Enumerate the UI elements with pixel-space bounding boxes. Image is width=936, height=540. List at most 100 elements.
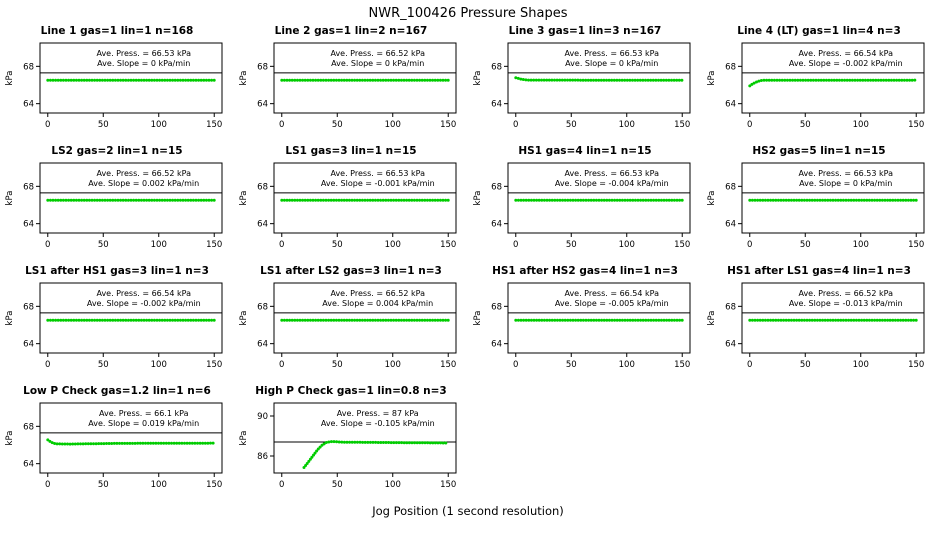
panel-title: HS1 after HS2 gas=4 lin=1 n=3 [492, 265, 678, 277]
y-tick-label: 90 [257, 412, 268, 422]
plot-panel: LS1 after HS1 gas=3 lin=1 n=3 0 50 100 150 64… [0, 264, 234, 384]
panel-plot: 0 50 100 150 64 68 kPa Ave. Press. = 66.54 kPaA… [473, 282, 691, 370]
x-tick-label: 50 [800, 360, 811, 370]
panel-title: HS1 gas=4 lin=1 n=15 [518, 145, 652, 157]
y-axis-label: kPa [5, 71, 15, 86]
x-tick-label: 0 [513, 240, 518, 250]
panel-title: LS1 after HS1 gas=3 lin=1 n=3 [25, 265, 209, 277]
data-series [280, 198, 450, 202]
annotation-ave-slope: Ave. Slope = 0.019 kPa/min [88, 419, 199, 428]
y-tick-label: 64 [491, 100, 502, 110]
plot-panel: High P Check gas=1 lin=0.8 n=3 0 50 100 150 8… [234, 384, 468, 504]
annotation-ave-press: Ave. Press. = 66.53 kPa [330, 169, 425, 178]
y-axis-label: kPa [239, 71, 249, 86]
panel-title: Line 2 gas=1 lin=2 n=167 [274, 25, 428, 37]
data-series [514, 76, 684, 82]
y-tick-label: 68 [491, 182, 502, 192]
panel-title: LS1 gas=3 lin=1 n=15 [285, 145, 417, 157]
x-tick-label: 0 [279, 120, 284, 130]
plot-box [507, 162, 691, 234]
panel-plot: 0 50 100 150 64 68 kPa Ave. Press. = 66.53 kPaA… [5, 42, 223, 130]
y-tick-label: 68 [257, 62, 268, 72]
x-tick-label: 100 [619, 360, 635, 370]
x-tick-label: 50 [98, 360, 109, 370]
panel-plot: 0 50 100 150 86 90 kPa Ave. Press. = 87 kPaAve.… [239, 402, 457, 490]
y-tick-label: 68 [23, 302, 34, 312]
y-axis-label: kPa [239, 191, 249, 206]
y-tick-label: 64 [23, 340, 34, 350]
x-tick-label: 50 [566, 360, 577, 370]
x-tick-label: 50 [566, 120, 577, 130]
annotation-ave-press: Ave. Press. = 66.52 kPa [330, 289, 425, 298]
x-tick-label: 100 [853, 240, 869, 250]
data-series [748, 78, 917, 88]
plot-box [741, 162, 925, 234]
y-tick-label: 68 [257, 302, 268, 312]
panel-plot: 0 50 100 150 64 68 kPa Ave. Press. = 66.54 kPaA… [5, 282, 223, 370]
x-tick-label: 0 [45, 120, 50, 130]
annotation-ave-press: Ave. Press. = 66.54 kPa [798, 49, 893, 58]
y-tick-label: 68 [23, 422, 34, 432]
x-tick-label: 100 [151, 360, 167, 370]
y-axis-label: kPa [473, 191, 483, 206]
x-tick-label: 50 [98, 240, 109, 250]
y-axis-label: kPa [707, 191, 717, 206]
x-tick-label: 150 [674, 120, 690, 130]
y-tick-label: 68 [491, 302, 502, 312]
x-tick-label: 0 [279, 240, 284, 250]
y-tick-label: 64 [725, 220, 736, 230]
x-tick-label: 150 [674, 240, 690, 250]
y-tick-label: 68 [725, 62, 736, 72]
x-tick-label: 100 [151, 120, 167, 130]
panel-plot: 0 50 100 150 64 68 kPa Ave. Press. = 66.54 kPaA… [707, 42, 925, 130]
panel-title: Line 1 gas=1 lin=1 n=168 [40, 25, 194, 37]
panel-plot: 0 50 100 150 64 68 kPa Ave. Press. = 66.52 kPaA… [239, 282, 457, 370]
y-tick-label: 64 [257, 340, 268, 350]
data-series [280, 78, 450, 82]
x-tick-label: 150 [440, 120, 456, 130]
plot-box [39, 402, 223, 474]
x-tick-label: 0 [513, 360, 518, 370]
x-tick-label: 100 [385, 480, 401, 490]
x-tick-label: 150 [440, 480, 456, 490]
plot-box [273, 282, 457, 354]
x-tick-label: 150 [206, 240, 222, 250]
annotation-ave-press: Ave. Press. = 66.52 kPa [330, 49, 425, 58]
panel-plot: 0 50 100 150 64 68 kPa Ave. Press. = 66.52 kPaA… [5, 162, 223, 250]
plot-box [507, 42, 691, 114]
plot-box [741, 42, 925, 114]
x-tick-label: 50 [98, 120, 109, 130]
plot-box [39, 282, 223, 354]
plot-panel: LS1 after LS2 gas=3 lin=1 n=3 0 50 100 150 64… [234, 264, 468, 384]
annotation-ave-slope: Ave. Slope = 0 kPa/min [331, 59, 424, 68]
x-tick-label: 0 [747, 240, 752, 250]
data-series [748, 198, 918, 202]
plot-panel: HS1 after HS2 gas=4 lin=1 n=3 0 50 100 150 64… [468, 264, 702, 384]
annotation-ave-slope: Ave. Slope = -0.002 kPa/min [87, 299, 201, 308]
y-tick-label: 64 [725, 340, 736, 350]
x-tick-label: 150 [206, 480, 222, 490]
y-tick-label: 64 [23, 100, 34, 110]
panel-title: HS1 after LS1 gas=4 lin=1 n=3 [727, 265, 911, 277]
plot-panel: Low P Check gas=1.2 lin=1 n=6 0 50 100 150 64… [0, 384, 234, 504]
annotation-ave-slope: Ave. Slope = -0.105 kPa/min [321, 419, 435, 428]
y-tick-label: 64 [491, 220, 502, 230]
y-tick-label: 68 [23, 182, 34, 192]
annotation-ave-press: Ave. Press. = 66.53 kPa [96, 49, 191, 58]
x-tick-label: 50 [566, 240, 577, 250]
y-tick-label: 68 [257, 182, 268, 192]
plot-box [273, 402, 457, 474]
x-tick-label: 150 [908, 240, 924, 250]
x-tick-label: 0 [45, 480, 50, 490]
x-tick-label: 150 [908, 120, 924, 130]
y-tick-label: 64 [257, 220, 268, 230]
x-tick-label: 50 [332, 480, 343, 490]
data-series [46, 438, 215, 446]
data-series [46, 78, 216, 82]
panel-plot: 0 50 100 150 64 68 kPa Ave. Press. = 66.53 kPaA… [473, 42, 691, 130]
plot-box [507, 282, 691, 354]
plot-panel: HS1 after LS1 gas=4 lin=1 n=3 0 50 100 150 64… [702, 264, 936, 384]
x-tick-label: 100 [385, 360, 401, 370]
annotation-ave-press: Ave. Press. = 66.54 kPa [564, 289, 659, 298]
